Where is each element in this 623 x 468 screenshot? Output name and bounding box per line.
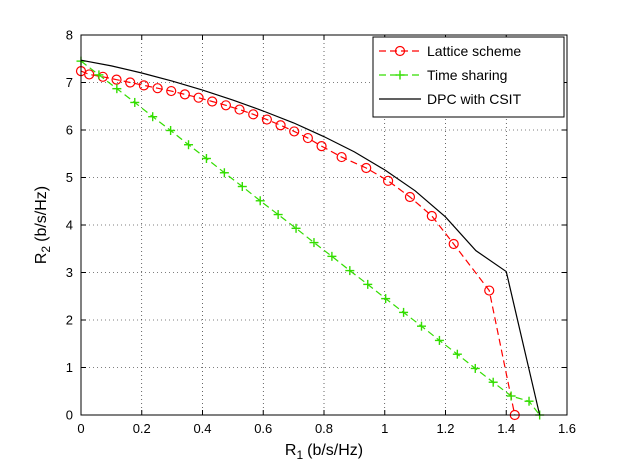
data-point-time-sharing	[201, 154, 211, 163]
legend-entry-dpc-with-csit: DPC with CSIT	[379, 91, 522, 107]
data-point-time-sharing	[488, 377, 498, 387]
data-point-time-sharing	[166, 125, 176, 135]
data-point-lattice-scheme	[302, 132, 314, 144]
y-tick-label: 0	[66, 408, 73, 423]
data-point-time-sharing	[184, 140, 194, 150]
legend-entries: Lattice scheme Time sharing DPC with CSIT	[379, 43, 522, 107]
data-point-time-sharing	[255, 196, 265, 206]
data-point-time-sharing	[434, 335, 444, 345]
grid	[81, 35, 567, 415]
x-tick-label: 1	[381, 421, 388, 436]
y-axis-label-subscript: 2	[39, 246, 53, 253]
x-axis-label: R1 (b/s/Hz)	[285, 442, 363, 462]
x-axis-label-unit: (b/s/Hz)	[307, 442, 363, 459]
data-point-time-sharing	[237, 182, 247, 192]
data-point-lattice-scheme	[404, 191, 416, 203]
data-point-time-sharing	[399, 307, 409, 317]
data-point-time-sharing	[470, 363, 480, 373]
data-point-lattice-scheme	[289, 126, 300, 137]
data-point-time-sharing	[327, 251, 337, 261]
data-point-time-sharing	[452, 349, 462, 359]
series-time-sharing	[76, 56, 545, 420]
data-point-time-sharing	[219, 168, 229, 178]
data-point-time-sharing	[94, 70, 104, 80]
data-point-time-sharing	[345, 266, 355, 276]
data-point-time-sharing	[381, 294, 391, 304]
data-point-lattice-scheme	[152, 83, 163, 94]
data-point-lattice-scheme	[448, 238, 459, 250]
data-point-lattice-scheme	[111, 74, 122, 85]
data-point-lattice-scheme	[179, 89, 190, 100]
data-point-lattice-scheme	[484, 285, 495, 296]
y-tick-label: 8	[66, 28, 73, 43]
y-tick-label: 4	[66, 218, 73, 233]
x-tick-label: 0.6	[254, 421, 272, 436]
legend-label-time-sharing: Time sharing	[427, 67, 507, 83]
x-tick-label: 1.6	[558, 421, 576, 436]
data-point-lattice-scheme	[125, 77, 136, 88]
series-line-dpc-with-csit	[80, 59, 541, 416]
y-tick-label: 1	[66, 360, 73, 375]
x-tick-label: 0.2	[133, 421, 151, 436]
data-point-time-sharing	[417, 321, 427, 331]
data-point-lattice-scheme	[166, 85, 177, 97]
x-tick-label: 0.4	[193, 421, 211, 436]
x-tick-label: 1.2	[436, 421, 454, 436]
data-point-lattice-scheme	[261, 114, 272, 125]
data-point-lattice-scheme	[193, 92, 204, 103]
x-axis-label-main: R	[285, 442, 297, 459]
data-point-lattice-scheme	[220, 100, 231, 111]
data-point-lattice-scheme	[316, 141, 327, 152]
legend-entry-time-sharing: Time sharing	[379, 67, 507, 83]
y-tick-label: 2	[66, 313, 73, 328]
data-point-lattice-scheme	[234, 104, 245, 115]
data-point-time-sharing	[309, 238, 319, 248]
data-point-lattice-scheme	[426, 210, 437, 222]
x-tick-label: 0.8	[315, 421, 333, 436]
y-axis-label-main: R	[33, 253, 50, 265]
data-point-time-sharing	[291, 223, 301, 233]
data-point-lattice-scheme	[84, 69, 95, 80]
x-tick-label: 1.4	[497, 421, 515, 436]
legend: Lattice scheme Time sharing DPC with CSIT	[372, 36, 565, 118]
legend-label-lattice-scheme: Lattice scheme	[427, 43, 521, 59]
ticks: 0 0.2 0.4 0.6 0.8 1 1.2 1.4 1.6 0 1 2 3 4 5 6 7 8	[66, 28, 576, 437]
data-point-lattice-scheme	[248, 109, 259, 120]
y-tick-label: 6	[66, 123, 73, 138]
y-tick-label: 5	[66, 170, 73, 185]
data-point-lattice-scheme	[275, 120, 286, 131]
data-point-lattice-scheme	[138, 80, 149, 91]
x-tick-label: 0	[77, 421, 84, 436]
y-tick-label: 3	[66, 265, 73, 280]
data-point-time-sharing	[524, 396, 534, 406]
data-point-lattice-scheme	[382, 175, 394, 186]
data-point-lattice-scheme	[207, 96, 218, 107]
data-point-time-sharing	[148, 112, 158, 122]
y-axis-label: R2 (b/s/Hz)	[33, 186, 53, 264]
legend-marker-lattice-scheme	[394, 45, 406, 57]
x-axis-label-subscript: 1	[296, 448, 303, 462]
data-point-lattice-scheme	[361, 162, 372, 174]
series-dpc-with-csit	[80, 59, 541, 416]
legend-entry-lattice-scheme: Lattice scheme	[379, 43, 521, 59]
data-point-time-sharing	[112, 84, 122, 94]
y-tick-label: 7	[66, 75, 73, 90]
legend-marker-time-sharing	[395, 70, 405, 80]
data-point-time-sharing	[506, 391, 516, 401]
y-axis-label-unit: (b/s/Hz)	[33, 186, 50, 242]
data-point-lattice-scheme	[336, 151, 347, 163]
data-point-time-sharing	[363, 279, 373, 289]
legend-label-dpc-with-csit: DPC with CSIT	[427, 91, 522, 107]
data-point-time-sharing	[130, 97, 140, 107]
data-point-time-sharing	[273, 210, 283, 220]
